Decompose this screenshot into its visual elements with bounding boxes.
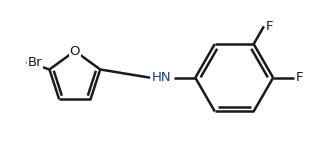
- Text: F: F: [266, 20, 273, 33]
- Text: F: F: [295, 71, 303, 84]
- Text: Br: Br: [27, 56, 42, 69]
- Text: O: O: [70, 45, 80, 58]
- Text: HN: HN: [152, 71, 172, 84]
